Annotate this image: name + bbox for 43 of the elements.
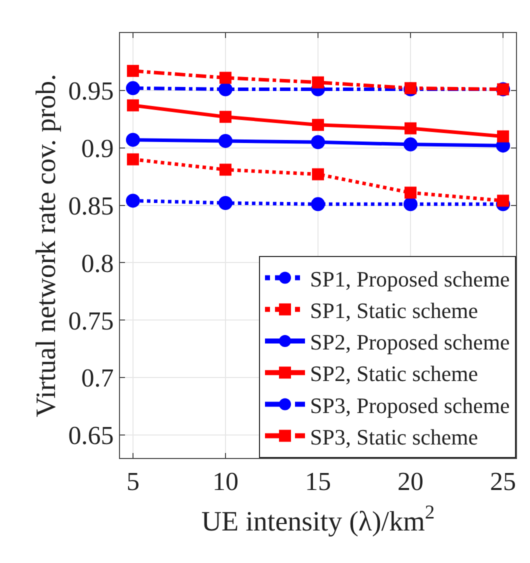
x-tick-label: 15	[305, 467, 331, 496]
point	[312, 168, 324, 180]
x-tick-label: 25	[490, 467, 516, 496]
legend-label: SP2, Static scheme	[310, 361, 478, 386]
point	[404, 186, 417, 199]
y-axis-title: Virtual network rate cov. prob.	[31, 74, 62, 418]
point	[311, 197, 325, 212]
point	[311, 135, 325, 150]
point	[404, 122, 417, 134]
legend-label: SP3, Static scheme	[310, 424, 478, 450]
point	[497, 130, 510, 142]
y-tick-label: 0.75	[68, 306, 114, 336]
point	[497, 194, 510, 207]
point	[312, 118, 324, 131]
point	[219, 72, 232, 84]
y-tick-label: 0.9	[81, 134, 114, 163]
point	[218, 196, 232, 210]
point	[126, 81, 140, 96]
point	[219, 164, 232, 176]
x-tick-label: 5	[126, 467, 140, 496]
point	[404, 197, 418, 212]
point	[126, 153, 139, 166]
y-tick-label: 0.85	[68, 191, 114, 220]
point	[404, 137, 418, 152]
legend-label: SP2, Proposed scheme	[310, 330, 510, 355]
x-tick-label: 10	[212, 467, 238, 496]
y-tick-label: 0.65	[68, 421, 114, 450]
y-tick-label: 0.95	[68, 76, 114, 106]
point	[126, 194, 140, 208]
point	[218, 134, 232, 148]
x-tick-label: 20	[398, 467, 424, 496]
x-axis-title: UE intensity (λ)/km$^{2}$	[201, 502, 435, 538]
legend-label: SP1, Proposed scheme	[310, 266, 510, 292]
point	[126, 132, 140, 147]
legend-label: SP1, Static scheme	[310, 298, 478, 323]
y-tick-label: 0.8	[81, 248, 114, 278]
point	[126, 99, 139, 112]
legend-label: SP3, Proposed scheme	[310, 392, 510, 418]
point	[218, 82, 232, 96]
point	[219, 110, 232, 123]
point	[126, 64, 139, 77]
point	[312, 76, 324, 88]
y-tick-label: 0.7	[81, 364, 114, 393]
